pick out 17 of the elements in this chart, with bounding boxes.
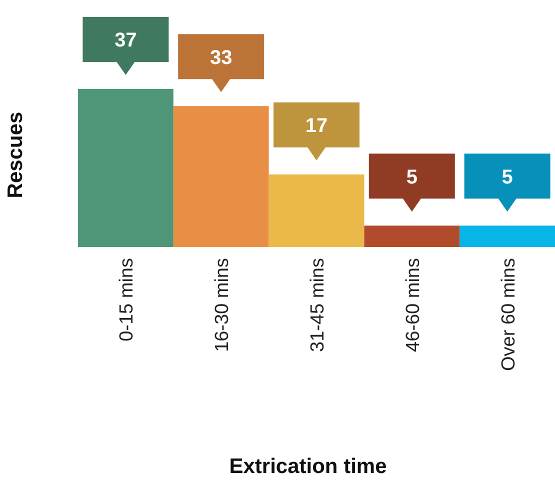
x-tick-label: 46-60 mins — [402, 258, 424, 352]
x-tick-label: 0-15 mins — [116, 258, 138, 342]
x-tick-label: 31-45 mins — [308, 258, 328, 352]
bar — [78, 89, 174, 247]
x-tick-label: 16-30 mins — [212, 258, 234, 352]
data-label: 33 — [210, 46, 232, 69]
bar — [460, 226, 555, 247]
x-tick-label: Over 60 mins — [498, 258, 520, 371]
y-axis-title: Rescues — [4, 112, 27, 198]
x-axis-title: Extrication time — [229, 455, 387, 478]
data-label: 17 — [305, 115, 328, 138]
bar — [268, 174, 364, 247]
data-label: 5 — [502, 166, 513, 188]
data-label: 37 — [114, 30, 137, 52]
bar — [173, 106, 269, 247]
bar — [364, 226, 460, 247]
data-label: 5 — [406, 166, 418, 188]
